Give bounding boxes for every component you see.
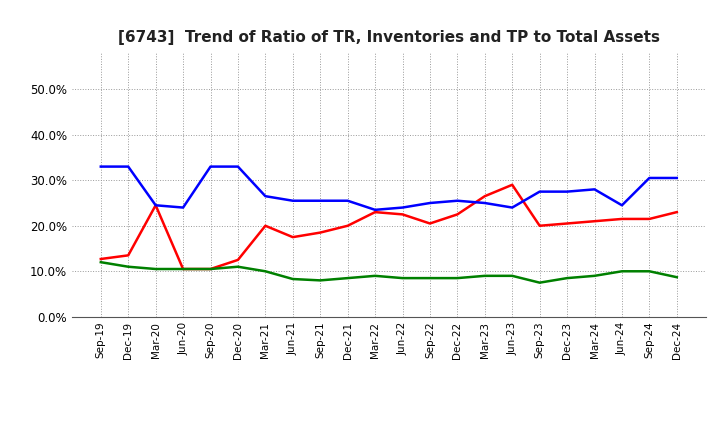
Trade Receivables: [261, 223, 270, 228]
Trade Payables: [96, 260, 105, 265]
Inventories: [343, 198, 352, 203]
Trade Payables: [563, 275, 572, 281]
Trade Payables: [480, 273, 489, 279]
Trade Receivables: [590, 219, 599, 224]
Line: Trade Receivables: Trade Receivables: [101, 185, 677, 269]
Trade Receivables: [343, 223, 352, 228]
Inventories: [261, 194, 270, 199]
Inventories: [618, 203, 626, 208]
Inventories: [151, 203, 160, 208]
Trade Receivables: [618, 216, 626, 222]
Inventories: [316, 198, 325, 203]
Trade Payables: [508, 273, 516, 279]
Trade Receivables: [536, 223, 544, 228]
Trade Payables: [453, 275, 462, 281]
Inventories: [289, 198, 297, 203]
Trade Payables: [151, 266, 160, 271]
Inventories: [426, 200, 434, 205]
Inventories: [590, 187, 599, 192]
Trade Receivables: [645, 216, 654, 222]
Trade Payables: [398, 275, 407, 281]
Inventories: [536, 189, 544, 194]
Trade Payables: [261, 269, 270, 274]
Trade Receivables: [233, 257, 242, 263]
Trade Payables: [536, 280, 544, 285]
Line: Trade Payables: Trade Payables: [101, 262, 677, 282]
Trade Payables: [371, 273, 379, 279]
Trade Payables: [233, 264, 242, 269]
Trade Receivables: [179, 266, 187, 271]
Trade Receivables: [316, 230, 325, 235]
Trade Receivables: [563, 221, 572, 226]
Trade Receivables: [96, 257, 105, 262]
Trade Receivables: [371, 209, 379, 215]
Trade Receivables: [480, 194, 489, 199]
Inventories: [398, 205, 407, 210]
Title: [6743]  Trend of Ratio of TR, Inventories and TP to Total Assets: [6743] Trend of Ratio of TR, Inventories…: [118, 29, 660, 45]
Trade Payables: [124, 264, 132, 269]
Inventories: [124, 164, 132, 169]
Inventories: [480, 200, 489, 205]
Trade Payables: [426, 275, 434, 281]
Inventories: [645, 175, 654, 180]
Line: Inventories: Inventories: [101, 167, 677, 210]
Trade Receivables: [289, 235, 297, 240]
Trade Payables: [206, 266, 215, 271]
Inventories: [508, 205, 516, 210]
Trade Receivables: [508, 182, 516, 187]
Trade Payables: [672, 275, 681, 280]
Inventories: [453, 198, 462, 203]
Trade Payables: [590, 273, 599, 279]
Trade Payables: [316, 278, 325, 283]
Inventories: [206, 164, 215, 169]
Trade Receivables: [426, 221, 434, 226]
Inventories: [371, 207, 379, 213]
Inventories: [96, 164, 105, 169]
Trade Receivables: [151, 203, 160, 208]
Inventories: [179, 205, 187, 210]
Trade Payables: [179, 266, 187, 271]
Trade Payables: [645, 269, 654, 274]
Trade Payables: [343, 275, 352, 281]
Trade Payables: [618, 269, 626, 274]
Trade Receivables: [453, 212, 462, 217]
Trade Receivables: [398, 212, 407, 217]
Trade Receivables: [672, 209, 681, 215]
Trade Payables: [289, 276, 297, 282]
Inventories: [233, 164, 242, 169]
Inventories: [563, 189, 572, 194]
Inventories: [672, 175, 681, 180]
Trade Receivables: [206, 266, 215, 271]
Trade Receivables: [124, 253, 132, 258]
